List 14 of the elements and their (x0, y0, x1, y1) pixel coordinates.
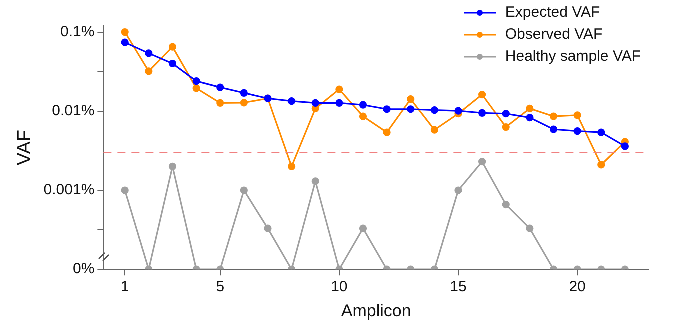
legend-label: Expected VAF (505, 3, 600, 23)
x-tick-label: 15 (450, 278, 467, 296)
legend-label: Observed VAF (505, 25, 603, 45)
x-tick-label: 20 (569, 278, 586, 296)
x-tick-label: 1 (120, 278, 130, 296)
y-tick-label: 0% (72, 260, 95, 278)
x-tick-label: 5 (216, 278, 225, 296)
y-tick-label: 0.01% (52, 102, 95, 120)
y-tick-label: 0.001% (44, 182, 95, 199)
y-axis-title: VAF (14, 130, 36, 166)
legend-label: Healthy sample VAF (505, 47, 641, 67)
y-tick-label: 0.1% (60, 23, 95, 40)
x-tick-label: 10 (331, 278, 348, 296)
x-axis-title: Amplicon (341, 301, 412, 320)
